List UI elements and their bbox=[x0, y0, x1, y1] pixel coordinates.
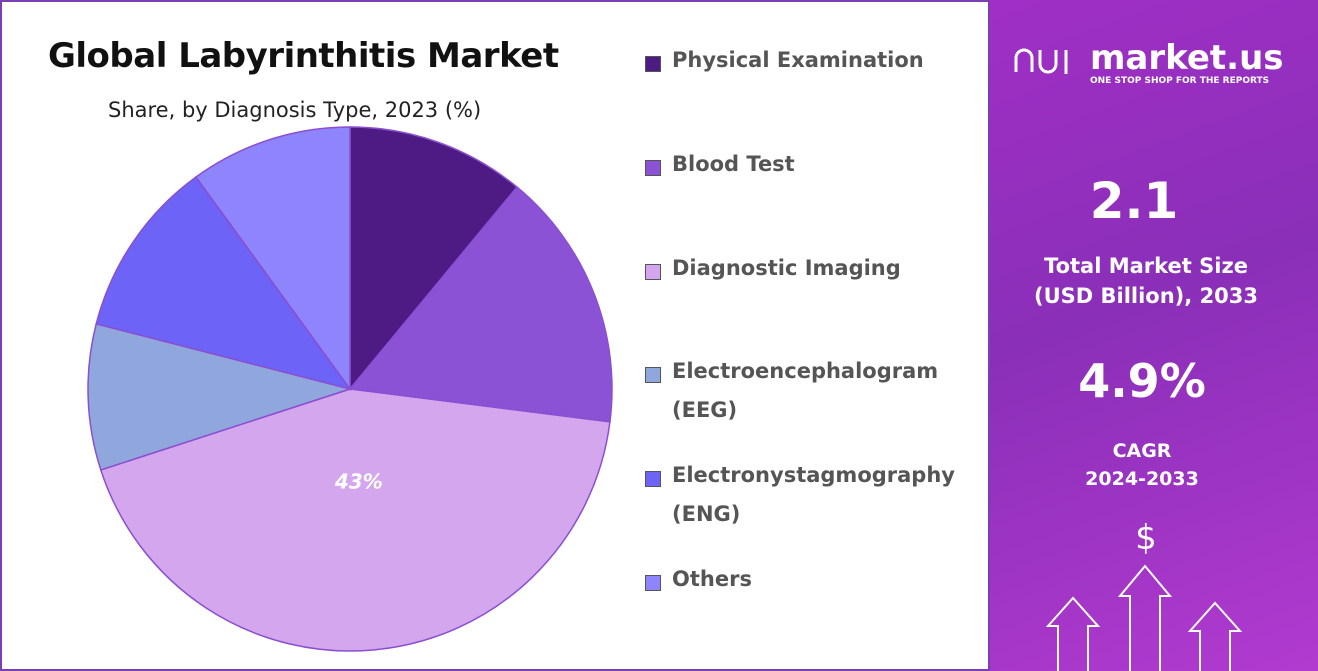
cagr-label: 2024-2033 bbox=[1085, 468, 1199, 490]
legend-item: Electronystagmography (ENG) bbox=[645, 463, 972, 534]
pie-slice bbox=[349, 126, 519, 392]
legend-swatch bbox=[645, 575, 661, 591]
legend-item: Blood Test bbox=[645, 152, 972, 184]
pie-slice bbox=[87, 322, 353, 471]
market-size-label: (USD Billion), 2033 bbox=[1033, 284, 1259, 308]
brand: market.us bbox=[1090, 38, 1284, 78]
pie-slice bbox=[194, 126, 351, 392]
logo-icon bbox=[1014, 48, 1068, 74]
chart-title: Global Labyrinthitis Market bbox=[48, 36, 559, 76]
legend-item: Electroencephalogram (EEG) bbox=[645, 359, 972, 430]
cagr-label: CAGR bbox=[1112, 440, 1172, 462]
side-panel: market.us ONE STOP SHOP FOR THE REPORTS … bbox=[990, 0, 1318, 671]
data-label: 43% bbox=[334, 469, 383, 493]
cagr: 4.9% bbox=[1078, 354, 1206, 408]
legend-item: Diagnostic Imaging bbox=[645, 256, 972, 288]
legend-label: Electronystagmography (ENG) bbox=[672, 463, 955, 526]
market-size: 2.1 bbox=[1089, 172, 1179, 230]
legend-item: Physical Examination bbox=[645, 48, 972, 80]
decor bbox=[1014, 48, 1243, 671]
tagline: ONE STOP SHOP FOR THE REPORTS bbox=[1090, 76, 1270, 86]
pie-slice bbox=[348, 186, 613, 423]
pie-slice bbox=[95, 175, 352, 391]
legend-swatch bbox=[645, 471, 661, 487]
legend-label: Electroencephalogram (EEG) bbox=[672, 359, 939, 422]
currency-icon: $ bbox=[1135, 518, 1157, 558]
pie-chart: 43% bbox=[87, 126, 613, 652]
arrows-icon bbox=[1045, 564, 1243, 671]
legend-label: Physical Examination bbox=[672, 48, 924, 72]
legend-label: Blood Test bbox=[672, 152, 795, 176]
legend-label: Diagnostic Imaging bbox=[672, 256, 901, 280]
legend-label: Others bbox=[672, 567, 752, 591]
chart-panel: Global Labyrinthitis Market Share, by Di… bbox=[0, 0, 990, 671]
legend-swatch bbox=[645, 367, 661, 383]
legend-swatch bbox=[645, 56, 661, 72]
pie-slice bbox=[99, 388, 611, 652]
legend-swatch bbox=[645, 160, 661, 176]
chart-subtitle: Share, by Diagnosis Type, 2023 (%) bbox=[108, 98, 482, 122]
market-size-label: Total Market Size bbox=[1044, 254, 1248, 278]
legend-item: Others bbox=[645, 567, 972, 599]
legend-swatch bbox=[645, 264, 661, 280]
